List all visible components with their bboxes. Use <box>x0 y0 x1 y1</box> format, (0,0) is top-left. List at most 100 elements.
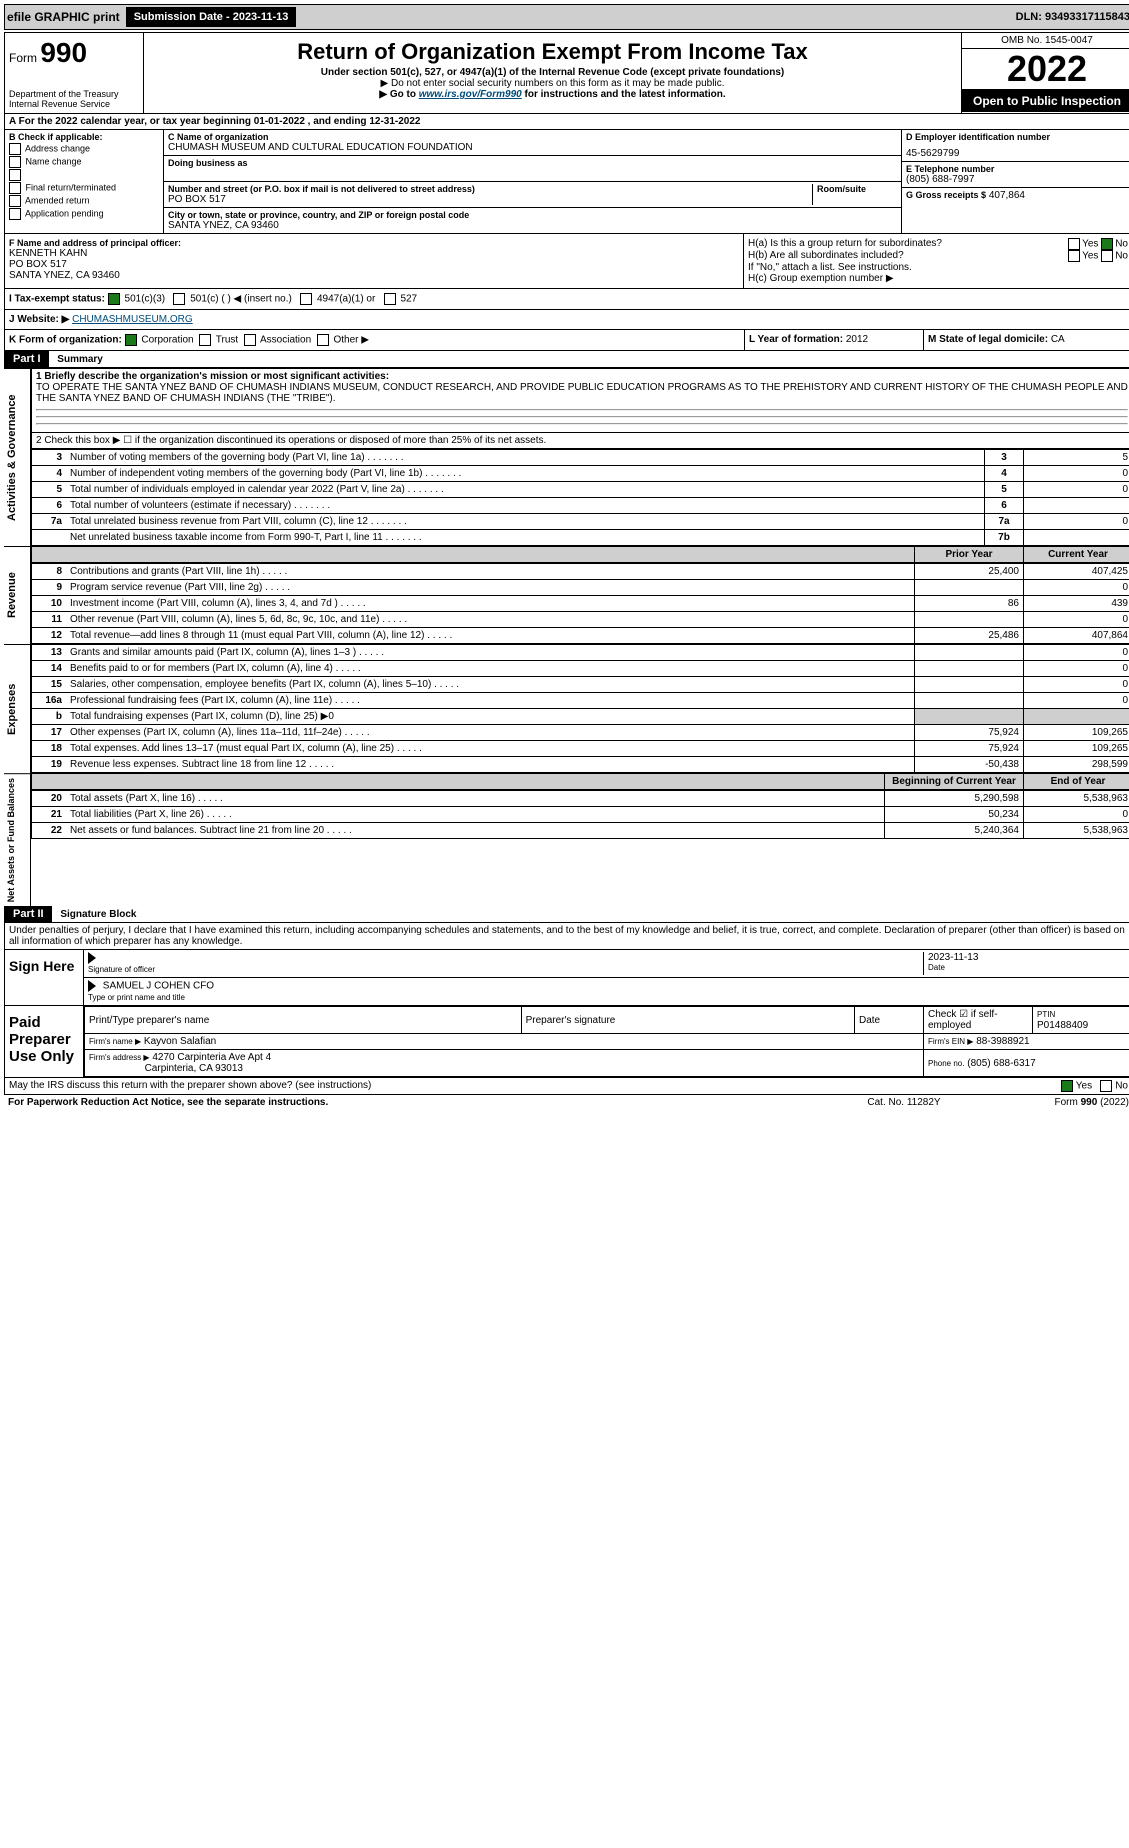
officer-printed-name: SAMUEL J COHEN CFO <box>103 981 214 992</box>
discuss-yesno: Yes No <box>1061 1080 1128 1092</box>
revenue-header: Prior Year Current Year <box>31 546 1129 563</box>
table-row: 14Benefits paid to or for members (Part … <box>32 661 1129 677</box>
table-row: 4Number of independent voting members of… <box>32 466 1129 482</box>
form-footer: Form 990 (2022) <box>979 1097 1129 1108</box>
part2-title: Signature Block <box>60 909 136 920</box>
discuss-no-check[interactable] <box>1100 1080 1112 1092</box>
website-link[interactable]: CHUMASHMUSEUM.ORG <box>72 314 193 325</box>
open-inspection: Open to Public Inspection <box>962 90 1129 112</box>
vtab-expenses: Expenses <box>4 644 31 773</box>
check-501c[interactable] <box>173 293 185 305</box>
irs-link[interactable]: www.irs.gov/Form990 <box>419 89 522 100</box>
check-corp[interactable] <box>125 334 137 346</box>
check-501c3[interactable] <box>108 293 120 305</box>
submission-date-button[interactable]: Submission Date - 2023-11-13 <box>126 7 297 27</box>
m-lbl: M State of legal domicile: <box>928 334 1048 345</box>
header-left: Form 990 Department of the Treasury Inte… <box>5 33 144 113</box>
i-lbl: I Tax-exempt status: <box>9 294 105 305</box>
part1-ag-block: Activities & Governance 1 Briefly descri… <box>4 368 1129 546</box>
dba-lbl: Doing business as <box>168 158 897 168</box>
part2-badge: Part II <box>5 906 52 922</box>
goto-note: ▶ Go to www.irs.gov/Form990 for instruct… <box>148 89 957 100</box>
table-row: 8Contributions and grants (Part VIII, li… <box>32 564 1129 580</box>
form-prefix: Form <box>9 51 37 65</box>
table-row: 21Total liabilities (Part X, line 26) . … <box>32 807 1129 823</box>
summary-rows-ag: 3Number of voting members of the governi… <box>31 449 1129 546</box>
expenses-table: 13Grants and similar amounts paid (Part … <box>31 644 1129 773</box>
h-a-question: H(a) Is this a group return for subordin… <box>748 238 1068 250</box>
check-527[interactable] <box>384 293 396 305</box>
table-row: 6Total number of volunteers (estimate if… <box>32 498 1129 514</box>
col-prior-year: Prior Year <box>915 547 1024 563</box>
h-c: H(c) Group exemption number ▶ <box>748 273 1128 284</box>
firm-name: Kayvon Salafian <box>144 1036 216 1047</box>
tax-year: 2022 <box>962 49 1129 90</box>
ein-value: 45-5629799 <box>906 148 1128 159</box>
table-row: 19Revenue less expenses. Subtract line 1… <box>32 757 1129 773</box>
check-initial-return[interactable] <box>9 169 159 181</box>
c-name-lbl: C Name of organization <box>168 132 897 142</box>
ssn-note: ▶ Do not enter social security numbers o… <box>148 78 957 89</box>
prep-sig-hdr: Preparer's signature <box>521 1007 854 1034</box>
sign-here-block: Sign Here Signature of officer 2023-11-1… <box>4 950 1129 1006</box>
netassets-header: Beginning of Current Year End of Year <box>31 773 1129 790</box>
firm-phone: (805) 688-6317 <box>967 1058 1035 1069</box>
sig-arrow-icon-2 <box>88 980 96 992</box>
table-row: 18Total expenses. Add lines 13–17 (must … <box>32 741 1129 757</box>
dept-irs: Internal Revenue Service <box>9 99 139 109</box>
discuss-yes-check[interactable] <box>1061 1080 1073 1092</box>
form-subtitle: Under section 501(c), 527, or 4947(a)(1)… <box>148 67 957 78</box>
header-right: OMB No. 1545-0047 2022 Open to Public In… <box>961 33 1129 113</box>
netassets-table: 20Total assets (Part X, line 16) . . . .… <box>31 790 1129 839</box>
section-j: J Website: ▶ CHUMASHMUSEUM.ORG <box>4 310 1129 330</box>
room-lbl: Room/suite <box>817 184 897 194</box>
table-row: 13Grants and similar amounts paid (Part … <box>32 645 1129 661</box>
firm-addr-lbl: Firm's address ▶ <box>89 1053 150 1062</box>
firm-ein: 88-3988921 <box>976 1036 1029 1047</box>
check-4947[interactable] <box>300 293 312 305</box>
omb-number: OMB No. 1545-0047 <box>962 33 1129 49</box>
part1-badge: Part I <box>5 351 49 367</box>
city-lbl: City or town, state or province, country… <box>168 210 897 220</box>
check-amended[interactable]: Amended return <box>9 195 159 207</box>
check-address-change[interactable]: Address change <box>9 143 159 155</box>
dept-treasury: Department of the Treasury <box>9 89 139 99</box>
declaration: Under penalties of perjury, I declare th… <box>4 923 1129 950</box>
revenue-table: 8Contributions and grants (Part VIII, li… <box>31 563 1129 644</box>
table-row: 10Investment income (Part VIII, column (… <box>32 596 1129 612</box>
form-header: Form 990 Department of the Treasury Inte… <box>4 32 1129 114</box>
officer-addr2: SANTA YNEZ, CA 93460 <box>9 270 739 281</box>
officer-addr1: PO BOX 517 <box>9 259 739 270</box>
sig-officer-lbl: Signature of officer <box>88 965 155 974</box>
col-boy: Beginning of Current Year <box>885 774 1024 790</box>
firm-lbl: Firm's name ▶ <box>89 1037 141 1046</box>
section-i: I Tax-exempt status: 501(c)(3) 501(c) ( … <box>4 289 1129 310</box>
check-app-pending[interactable]: Application pending <box>9 208 159 220</box>
check-final-return[interactable]: Final return/terminated <box>9 182 159 194</box>
section-f: F Name and address of principal officer:… <box>5 234 744 288</box>
gross-value: 407,864 <box>989 190 1025 201</box>
check-other[interactable] <box>317 334 329 346</box>
name-title-lbl: Type or print name and title <box>88 993 185 1002</box>
ptin-value: P01488409 <box>1037 1020 1088 1031</box>
tel-value: (805) 688-7997 <box>906 174 1128 185</box>
table-row: 15Salaries, other compensation, employee… <box>32 677 1129 693</box>
check-trust[interactable] <box>199 334 211 346</box>
prep-self-hdr: Check ☑ if self-employed <box>924 1007 1033 1034</box>
firm-addr2: Carpinteria, CA 93013 <box>145 1063 243 1074</box>
paid-preparer-block: Paid Preparer Use Only Print/Type prepar… <box>4 1006 1129 1078</box>
section-fh: F Name and address of principal officer:… <box>4 234 1129 289</box>
k-lbl: K Form of organization: <box>9 335 122 346</box>
section-a-taxyear: A For the 2022 calendar year, or tax yea… <box>4 114 1129 130</box>
cat-no: Cat. No. 11282Y <box>829 1097 979 1108</box>
mission-text: TO OPERATE THE SANTA YNEZ BAND OF CHUMAS… <box>36 382 1128 404</box>
paid-preparer-table: Print/Type preparer's name Preparer's si… <box>84 1006 1129 1077</box>
col-eoy: End of Year <box>1024 774 1129 790</box>
form-title: Return of Organization Exempt From Incom… <box>148 39 957 65</box>
check-assoc[interactable] <box>244 334 256 346</box>
table-row: 3Number of voting members of the governi… <box>32 450 1129 466</box>
table-row: 17Other expenses (Part IX, column (A), l… <box>32 725 1129 741</box>
section-c: C Name of organization CHUMASH MUSEUM AN… <box>164 130 901 233</box>
check-name-change[interactable]: Name change <box>9 156 159 168</box>
state-domicile: CA <box>1051 334 1065 345</box>
